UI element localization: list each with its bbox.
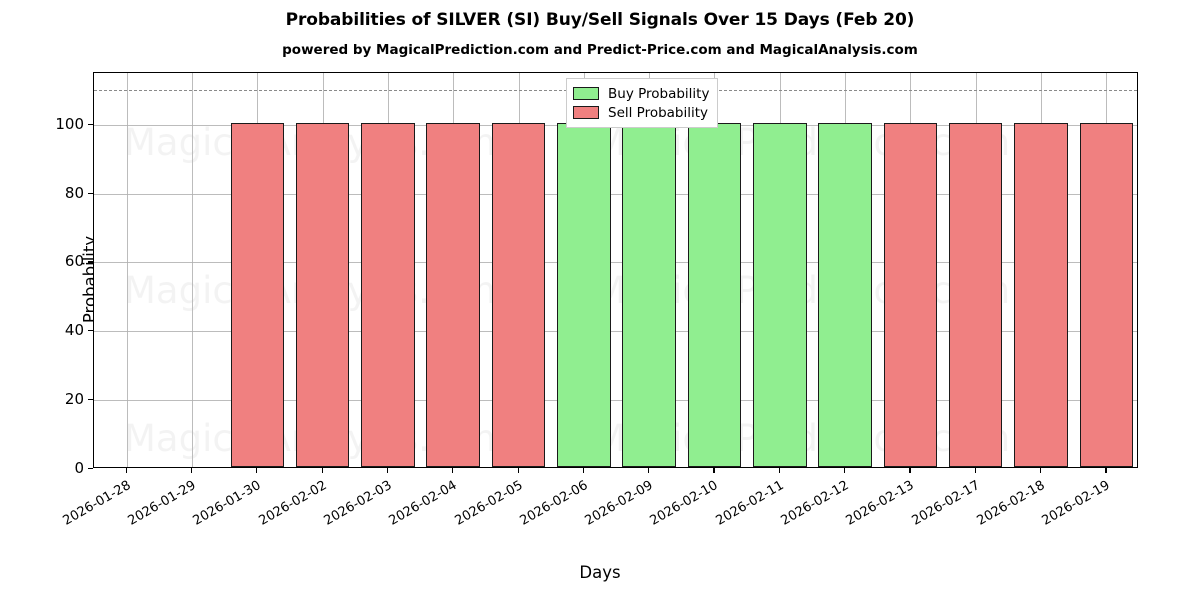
x-axis-label: Days [579,563,621,582]
x-tick-label: 2026-02-13 [843,478,917,529]
y-tick-mark [88,123,93,125]
x-tick-mark [844,468,846,473]
x-tick-mark [1040,468,1042,473]
bar-buy[interactable] [818,122,872,467]
x-tick-label: 2026-01-28 [60,478,134,529]
bar-sell[interactable] [1079,122,1134,467]
x-tick-mark [909,468,911,473]
x-tick-mark [125,468,127,473]
y-tick-label: 80 [64,183,84,202]
x-tick-mark [648,468,650,473]
y-tick-mark [88,330,93,332]
x-tick-mark [452,468,454,473]
x-tick-label: 2026-02-06 [517,478,591,529]
x-tick-mark [1105,468,1107,473]
bar-sell[interactable] [295,122,350,467]
bar-sell[interactable] [361,122,415,467]
x-tick-label: 2026-02-09 [582,478,656,529]
bar-sell[interactable] [948,122,1003,467]
x-tick-label: 2026-02-05 [452,478,526,529]
bar-buy[interactable] [687,122,742,467]
x-tick-mark [713,468,715,473]
bars-layer [94,73,1137,467]
y-tick-label: 20 [64,390,84,409]
x-tick-mark [256,468,258,473]
x-tick-label: 2026-02-12 [778,478,852,529]
bar-buy[interactable] [622,122,676,467]
plot-area: MagicalAnalysis.comMagicalPrediction.com… [93,72,1138,468]
x-tick-label: 2026-02-03 [321,478,395,529]
bar-sell[interactable] [883,122,938,467]
chart-subtitle: powered by MagicalPrediction.com and Pre… [282,42,918,58]
bar-buy[interactable] [557,122,611,467]
y-tick-mark [88,399,93,401]
bar-sell[interactable] [491,122,546,467]
y-tick-label: 40 [64,321,84,340]
legend-item-buy[interactable]: Buy Probability [573,84,709,103]
x-tick-mark [386,468,389,473]
bar-buy[interactable] [753,122,807,467]
legend-swatch-buy-icon [573,87,599,100]
x-tick-label: 2026-01-29 [125,478,199,529]
x-tick-label: 2026-02-19 [1039,478,1113,529]
y-tick-mark [88,192,93,194]
x-tick-mark [517,468,519,473]
x-tick-label: 2026-01-30 [190,478,264,529]
legend-swatch-sell-icon [573,106,599,119]
x-tick-mark [778,468,780,473]
chart-legend: Buy Probability Sell Probability [566,78,719,128]
y-tick-label: 100 [55,114,84,133]
page-title: Probabilities of SILVER (SI) Buy/Sell Si… [285,10,915,30]
x-tick-mark [974,468,976,473]
legend-label-buy: Buy Probability [608,85,710,102]
legend-item-sell[interactable]: Sell Probability [573,103,709,122]
bar-sell[interactable] [230,122,285,467]
y-tick-label: 60 [64,252,84,271]
x-tick-label: 2026-02-18 [974,478,1048,529]
y-tick-mark [88,468,93,470]
x-tick-mark [321,468,323,473]
legend-label-sell: Sell Probability [608,104,709,121]
x-tick-mark [582,468,585,473]
x-tick-label: 2026-02-04 [386,478,460,529]
y-tick-label: 0 [74,459,84,477]
x-tick-label: 2026-02-10 [648,478,721,529]
x-tick-mark [190,468,193,473]
y-tick-mark [88,261,93,263]
bar-sell[interactable] [426,122,480,467]
bar-sell[interactable] [1014,122,1068,467]
